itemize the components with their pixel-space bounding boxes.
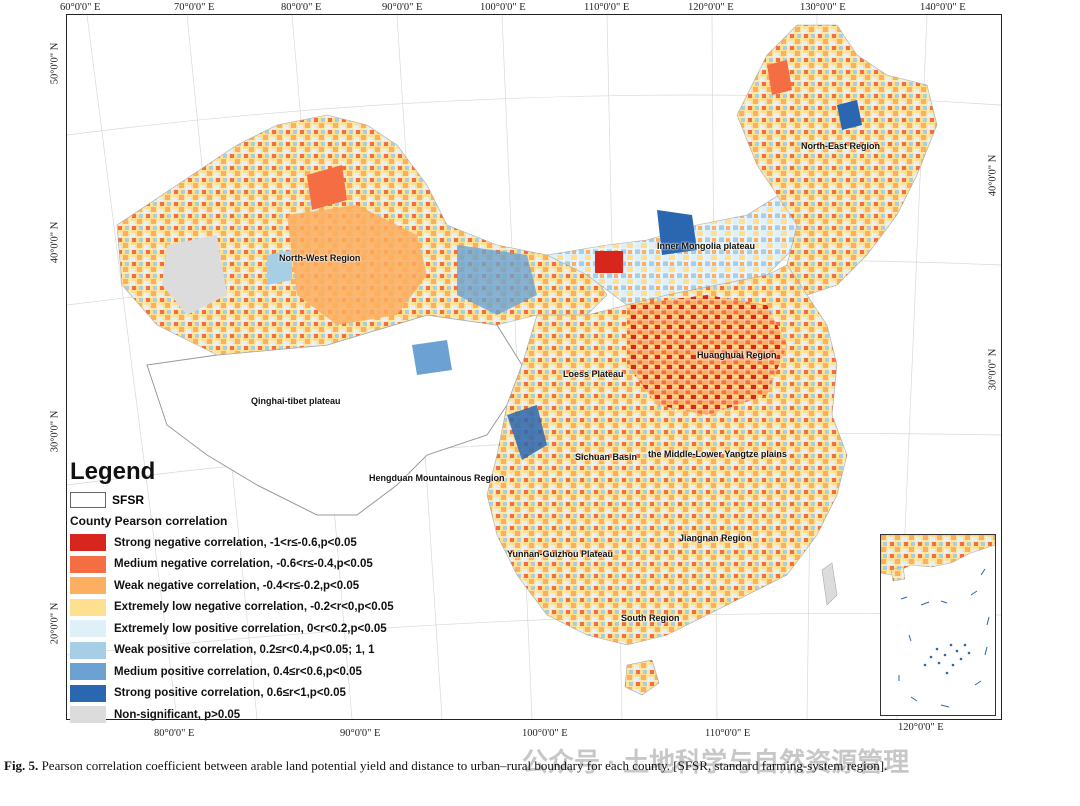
label-yunnan: Yunnan-Guizhou Plateau [507, 549, 614, 559]
top-tick: 100°0'0" E [480, 2, 526, 13]
bottom-tick: 80°0'0" E [154, 728, 195, 739]
label-yangtze: the Middle-Lower Yangtze plains [648, 449, 787, 459]
legend-swatch [70, 534, 106, 552]
figure-caption: Fig. 5. Pearson correlation coefficient … [4, 756, 1074, 775]
taiwan-island [821, 562, 838, 606]
label-qinghai-tibet: Qinghai-tibet plateau [251, 396, 341, 406]
top-tick: 120°0'0" E [688, 2, 734, 13]
south-china-sea-inset [880, 534, 996, 716]
label-north-west: North-West Region [279, 253, 361, 263]
legend-label: Medium positive correlation, 0.4≤r<0.6,p… [114, 665, 362, 678]
bottom-tick: 120°0'0" E [898, 722, 944, 733]
legend-title: Legend [70, 458, 156, 485]
sfsr-label: SFSR [112, 493, 145, 507]
map-frame: North-East Region Inner Mongolia plateau… [66, 14, 1002, 720]
label-inner-mongolia: Inner Mongolia plateau [657, 241, 756, 251]
inset-map [881, 535, 995, 708]
legend-item: Strong positive correlation, 0.6≤r<1,p<0… [70, 683, 450, 705]
legend-item: Extremely low positive correlation, 0<r<… [70, 618, 450, 640]
top-tick: 140°0'0" E [920, 2, 966, 13]
hainan-island [624, 659, 660, 696]
legend-item: Weak negative correlation, -0.4<r≤-0.2,p… [70, 575, 450, 597]
legend-swatch [70, 620, 106, 638]
legend-subtitle: County Pearson correlation [70, 514, 228, 528]
legend-label: Weak negative correlation, -0.4<r≤-0.2,p… [114, 579, 360, 592]
left-tick: 30°0'0" N [49, 410, 61, 453]
left-tick: 50°0'0" N [49, 42, 61, 85]
legend-label: Medium negative correlation, -0.6<r≤-0.4… [114, 558, 373, 571]
legend-item: Extremely low negative correlation, -0.2… [70, 597, 450, 619]
north-east-area [736, 24, 938, 296]
legend-label: Strong positive correlation, 0.6≤r<1,p<0… [114, 687, 346, 700]
top-tick: 60°0'0" E [60, 2, 101, 13]
legend-label: Strong negative correlation, -1<r≤-0.6,p… [114, 536, 357, 549]
right-tick: 30°0'0" N [987, 348, 999, 391]
top-tick: 130°0'0" E [800, 2, 846, 13]
label-loess: Loess Plateau [563, 369, 624, 379]
legend-item: Medium negative correlation, -0.6<r≤-0.4… [70, 554, 450, 576]
left-tick: 40°0'0" N [49, 221, 61, 264]
top-tick: 90°0'0" E [382, 2, 423, 13]
legend-label: Non-significant, p>0.05 [114, 708, 241, 721]
legend-swatch [70, 684, 106, 702]
legend-item: Weak positive correlation, 0.2≤r<0.4,p<0… [70, 640, 450, 662]
legend-swatch [70, 577, 106, 595]
top-tick: 80°0'0" E [281, 2, 322, 13]
bottom-tick: 100°0'0" E [522, 728, 568, 739]
label-huanghuai: Huanghuai Region [697, 350, 777, 360]
legend-swatch [70, 663, 106, 681]
right-tick: 40°0'0" N [987, 154, 999, 197]
left-tick: 20°0'0" N [49, 602, 61, 645]
label-sichuan: Sichuan Basin [575, 452, 638, 462]
legend-swatch [70, 706, 106, 724]
bottom-tick: 110°0'0" E [705, 728, 751, 739]
label-south: South Region [621, 613, 680, 623]
bottom-tick: 90°0'0" E [340, 728, 381, 739]
top-tick: 110°0'0" E [584, 2, 630, 13]
legend-swatch [70, 641, 106, 659]
legend-item: Non-significant, p>0.05 [70, 704, 450, 726]
top-tick: 70°0'0" E [174, 2, 215, 13]
watermark: 公众号 · 土地科学与自然资源管理 [522, 747, 910, 777]
legend: Legend SFSR County Pearson correlation S… [70, 458, 450, 726]
legend-sfsr-row: SFSR [70, 492, 450, 508]
legend-swatch [70, 598, 106, 616]
legend-label: Extremely low negative correlation, -0.2… [114, 601, 394, 614]
label-north-east: North-East Region [801, 141, 881, 151]
legend-items: Strong negative correlation, -1<r≤-0.6,p… [70, 532, 450, 726]
sfsr-swatch [70, 492, 106, 508]
caption-text: Pearson correlation coefficient between … [38, 758, 888, 773]
legend-swatch [70, 555, 106, 573]
label-jiangnan: Jiangnan Region [679, 533, 752, 543]
legend-item: Medium positive correlation, 0.4≤r<0.6,p… [70, 661, 450, 683]
figure-number: Fig. 5. [4, 758, 39, 773]
china-correlation-map [67, 15, 1001, 719]
legend-label: Extremely low positive correlation, 0<r<… [114, 622, 387, 635]
legend-label: Weak positive correlation, 0.2≤r<0.4,p<0… [114, 644, 375, 657]
label-hengduan: Hengduan Mountainous Region [369, 473, 505, 483]
legend-item: Strong negative correlation, -1<r≤-0.6,p… [70, 532, 450, 554]
